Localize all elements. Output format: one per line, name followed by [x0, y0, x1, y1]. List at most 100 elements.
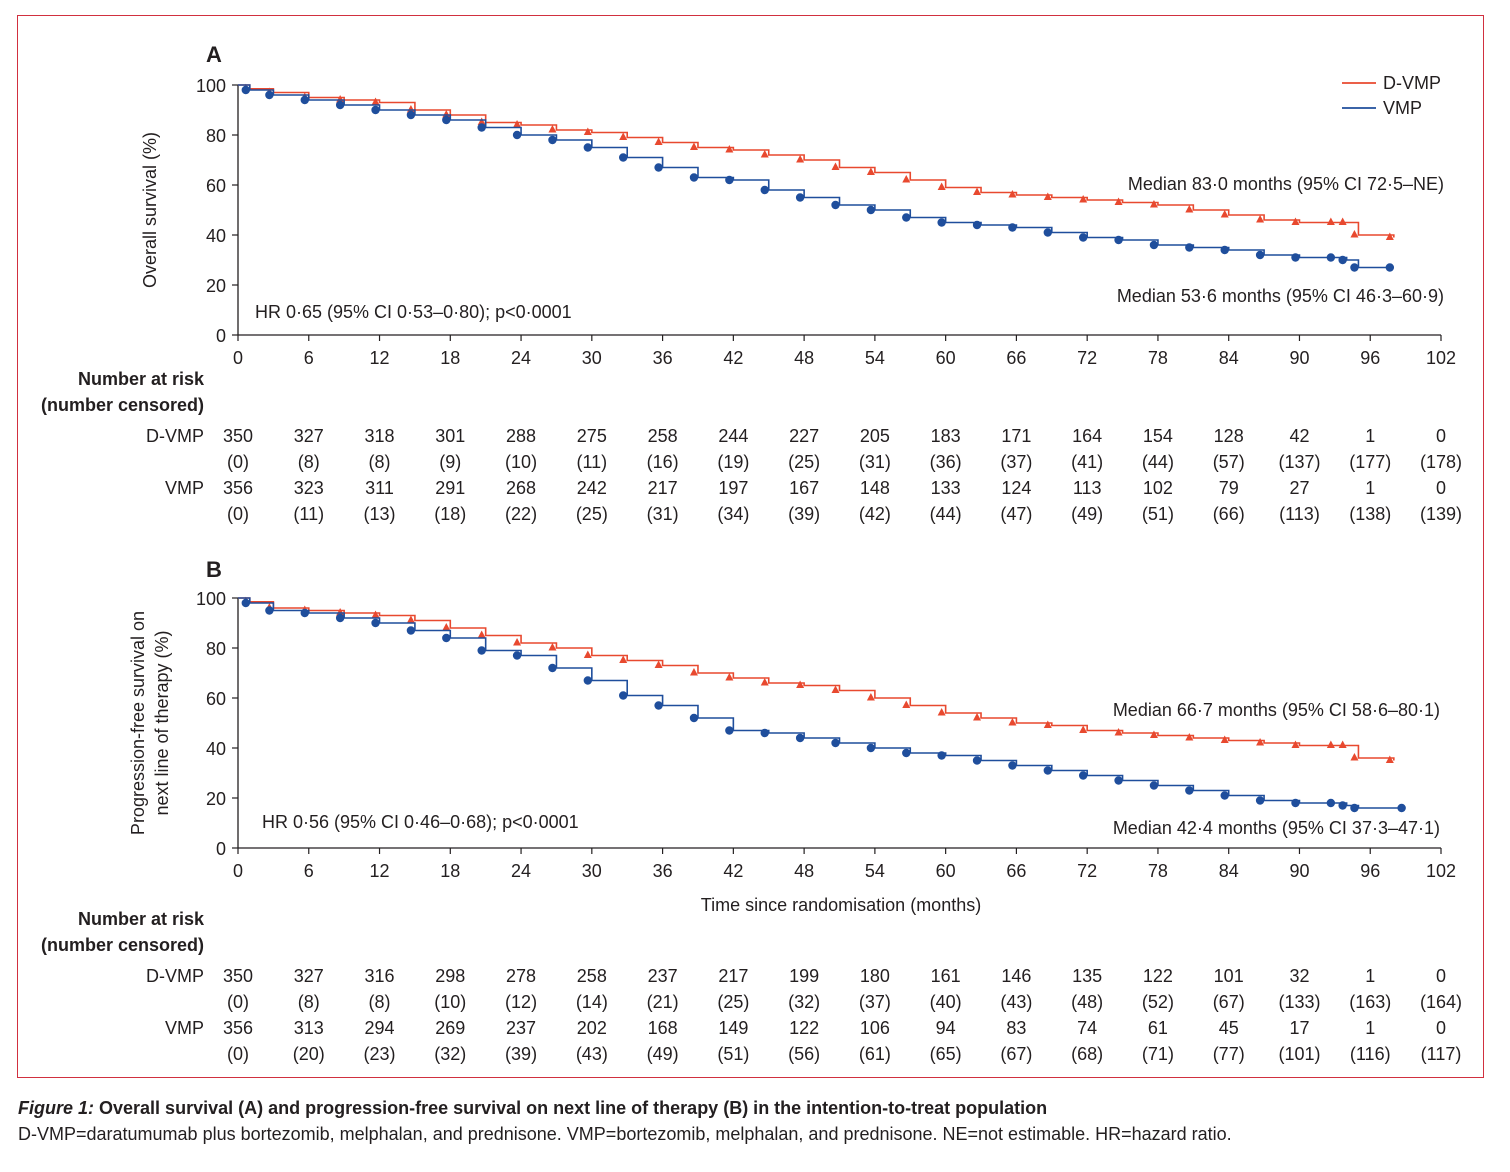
panel-a-x-tick-label: 90	[1289, 348, 1309, 368]
panel-b-x-tick-label: 42	[723, 861, 743, 881]
panel-b-risk-vmp-at-risk: 94	[936, 1018, 956, 1038]
panel-b-y-tick-label: 60	[206, 689, 226, 709]
panel-b-vmp-censor-mark	[1255, 796, 1265, 805]
panel-a-risk-d-vmp-censored: (11)	[576, 452, 607, 472]
panel-a-x-tick-label: 66	[1006, 348, 1026, 368]
panel-a-risk-vmp-at-risk: 0	[1436, 478, 1446, 498]
panel-b-risk-d-vmp-censored: (10)	[434, 992, 466, 1012]
panel-b-risk-vmp-censored: (77)	[1213, 1044, 1245, 1064]
panel-a-d-vmp-censor-mark	[1291, 217, 1300, 225]
panel-b-vmp-median-annotation: Median 42·4 months (95% CI 37·3–47·1)	[1113, 818, 1440, 838]
panel-a-risk-d-vmp-censored: (9)	[439, 452, 461, 472]
panel-a-risk-vmp-at-risk: 197	[718, 478, 748, 498]
panel-a-hr-annotation: HR 0·65 (95% CI 0·53–0·80); p<0·0001	[255, 302, 572, 322]
panel-a-vmp-censor-mark	[583, 143, 593, 152]
panel-a-risk-d-vmp-censored: (19)	[717, 452, 749, 472]
panel-b-vmp-censor-mark	[725, 726, 734, 735]
panel-b-d-vmp-censor-mark	[866, 693, 875, 701]
panel-a-risk-vmp-censored: (13)	[364, 504, 396, 524]
panel-b-d-vmp-censor-mark	[1291, 740, 1300, 748]
panel-a-x-tick-label: 96	[1360, 348, 1380, 368]
panel-b-risk-d-vmp-censored: (43)	[1000, 992, 1032, 1012]
panel-a-d-vmp-censor-mark	[477, 117, 486, 125]
panel-b-risk-d-vmp-at-risk: 217	[718, 966, 748, 986]
panel-b-risk-d-vmp-censored: (133)	[1278, 992, 1320, 1012]
panel-b-vmp-censor-mark	[1185, 786, 1194, 795]
panel-a-y-tick-label: 60	[206, 176, 226, 196]
panel-a-risk-vmp-at-risk: 113	[1073, 478, 1102, 498]
panel-b-risk-vmp-at-risk: 122	[789, 1018, 819, 1038]
panel-b-vmp-censor-mark	[1043, 766, 1052, 775]
panel-b-risk-vmp-at-risk: 294	[365, 1018, 395, 1038]
panel-b-risk-vmp-at-risk: 106	[860, 1018, 890, 1038]
panel-a-risk-d-vmp-censored: (8)	[369, 452, 391, 472]
panel-a-vmp-censor-mark	[831, 200, 840, 210]
panel-a-y-tick-label: 100	[196, 76, 226, 96]
panel-a-d-vmp-censor-mark	[371, 97, 380, 105]
panel-a-vmp-censor-mark	[1326, 253, 1336, 262]
panel-a-d-vmp-censor-mark	[583, 127, 592, 135]
panel-a-risk-vmp-at-risk: 1	[1365, 478, 1375, 498]
panel-b-x-tick-label: 18	[440, 861, 460, 881]
panel-b-risk-vmp-censored: (67)	[1000, 1044, 1032, 1064]
panel-b-label: B	[206, 557, 222, 582]
panel-a-vmp-censor-mark	[972, 220, 982, 230]
panel-b-d-vmp-censor-mark	[973, 713, 982, 721]
panel-a-dvmp-median-annotation: Median 83·0 months (95% CI 72·5–NE)	[1128, 174, 1444, 194]
caption-body: D-VMP=daratumumab plus bortezomib, melph…	[18, 1124, 1232, 1144]
panel-a-risk-d-vmp-censored: (177)	[1349, 452, 1391, 472]
panel-b-risk-d-vmp-at-risk: 135	[1072, 966, 1102, 986]
panel-b-risk-vmp-at-risk: 0	[1436, 1018, 1446, 1038]
panel-b-risk-subheader: (number censored)	[41, 935, 204, 955]
panel-b-risk-d-vmp-at-risk: 1	[1365, 966, 1375, 986]
panel-b-risk-d-vmp-at-risk: 32	[1289, 966, 1309, 986]
panel-b-d-vmp-censor-mark	[513, 638, 522, 646]
panel-a-x-tick-label: 30	[582, 348, 602, 368]
panel-b-risk-vmp-censored: (49)	[647, 1044, 679, 1064]
panel-a-vmp-censor-mark	[1350, 263, 1359, 272]
panel-b-risk-d-vmp-at-risk: 350	[223, 966, 253, 986]
panel-a-risk-d-vmp-at-risk: 227	[789, 426, 819, 446]
panel-a-d-vmp-censor-mark	[689, 142, 698, 150]
panel-b-d-vmp-curve	[238, 597, 1395, 761]
panel-a-vmp-censor-mark	[1185, 243, 1194, 252]
panel-a-d-vmp-censor-mark	[902, 175, 911, 183]
panel-a-d-vmp-censor-mark	[796, 155, 805, 163]
panel-b-d-vmp-censor-mark	[406, 615, 415, 623]
panel-a-vmp-censor-mark	[902, 213, 911, 222]
panel-a-vmp-censor-mark	[619, 153, 628, 162]
panel-b-d-vmp-censor-mark	[689, 668, 698, 676]
figure-caption: Figure 1: Overall survival (A) and progr…	[18, 1095, 1498, 1147]
panel-a-risk-header: Number at risk	[78, 369, 205, 389]
panel-a-y-axis-label: Overall survival (%)	[140, 132, 160, 288]
panel-a-risk-vmp-censored: (39)	[788, 504, 820, 524]
panel-b-d-vmp-censor-mark	[371, 610, 380, 618]
panel-a-risk-d-vmp-at-risk: 183	[931, 426, 961, 446]
panel-b-risk-d-vmp-censored: (32)	[788, 992, 820, 1012]
panel-b-risk-vmp-at-risk: 149	[718, 1018, 748, 1038]
panel-b-risk-d-vmp-at-risk: 161	[931, 966, 961, 986]
panel-a-vmp-censor-mark	[654, 163, 663, 172]
panel-a-risk-subheader: (number censored)	[41, 395, 204, 415]
panel-b-vmp-censor-mark	[300, 608, 309, 618]
panel-a-risk-d-vmp-at-risk: 1	[1365, 426, 1375, 446]
panel-a-x-tick-label: 0	[233, 348, 243, 368]
panel-a-risk-vmp-censored: (49)	[1071, 504, 1103, 524]
panel-b-vmp-censor-mark	[972, 756, 982, 765]
panel-b-vmp-censor-mark	[1338, 801, 1347, 810]
panel-a-d-vmp-censor-mark	[866, 167, 875, 175]
panel-b-y-axis-label: next line of therapy (%)	[152, 630, 172, 815]
panel-a-risk-d-vmp-censored: (0)	[227, 452, 249, 472]
panel-b-x-tick-label: 12	[370, 861, 390, 881]
panel-b-vmp-censor-mark	[477, 646, 486, 655]
panel-a-vmp-censor-mark	[866, 205, 876, 215]
panel-a-vmp-censor-mark	[1255, 250, 1265, 260]
panel-a-vmp-censor-mark	[689, 173, 699, 182]
panel-a-vmp-censor-mark	[406, 110, 416, 120]
panel-b-risk-d-vmp-censored: (0)	[227, 992, 249, 1012]
panel-a-vmp-censor-mark	[371, 105, 380, 115]
panel-a-risk-vmp-censored: (0)	[227, 504, 249, 524]
panel-a-risk-d-vmp-censored: (25)	[788, 452, 820, 472]
panel-a-risk-vmp-at-risk: 124	[1001, 478, 1031, 498]
panel-a-risk-vmp-censored: (66)	[1213, 504, 1245, 524]
